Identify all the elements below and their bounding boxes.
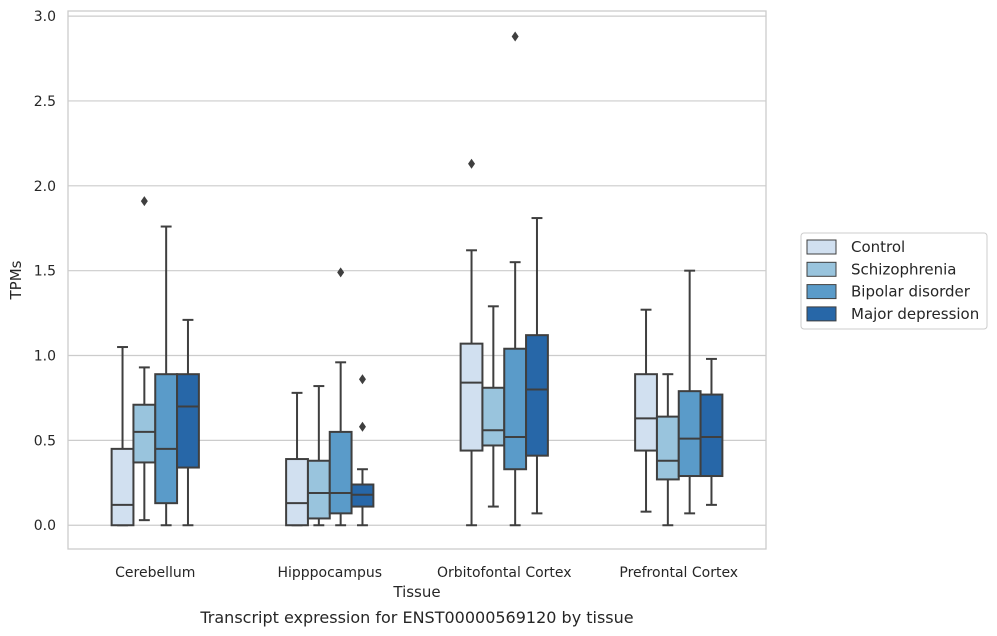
box-0-3 [176,318,200,527]
outlier-point [468,158,476,169]
legend-swatch [806,261,837,277]
y-tick-label: 2.5 [34,94,56,110]
box-1-2 [328,267,353,527]
legend: Control Schizophrenia Bipolar disorder Majo… [800,232,988,330]
iqr-box [154,373,179,505]
iqr-box [110,447,135,527]
iqr-box [525,334,549,457]
x-axis-label: Tissue [392,583,440,601]
box-2-1 [481,305,506,508]
y-tick-label: 0.0 [34,518,56,534]
iqr-box [176,373,200,469]
iqr-box [655,415,680,481]
box-0-1 [132,196,157,522]
y-tick-label: 3.0 [34,9,56,25]
legend-label: Control [851,238,905,256]
box-1-0 [285,391,309,527]
iqr-box [503,347,528,471]
y-axis-label: TPMs [7,260,25,300]
iqr-box [328,430,353,515]
box-plots [110,31,724,527]
y-tick-label: 0.5 [34,433,56,449]
y-tick-label: 2.0 [34,179,56,195]
box-3-3 [699,357,724,506]
chart-caption: Transcript expression for ENST0000056912… [199,608,633,627]
legend-swatch [806,306,837,322]
outlier-point [511,31,519,42]
box-0-0 [110,346,135,527]
box-3-1 [655,373,680,527]
iqr-box [285,458,309,527]
box-2-3 [525,217,549,515]
iqr-box [132,403,157,464]
x-tick-label: Orbitofontal Cortex [437,565,572,581]
legend-label: Major depression [851,305,979,323]
y-tick-label: 1.5 [34,264,56,280]
legend-swatch [806,284,837,300]
legend-frame [800,232,988,330]
iqr-box [634,373,658,452]
box-1-3 [350,374,375,527]
y-tick-labels: 0.0 0.5 1.0 1.5 2.0 2.5 3.0 [34,9,56,534]
legend-swatch [806,239,837,255]
iqr-box [459,342,484,452]
box-0-2 [154,225,179,527]
outlier-point [358,374,366,385]
outlier-point [337,267,345,278]
iqr-box [306,459,331,520]
legend-label: Bipolar disorder [851,283,971,301]
outlier-point [358,421,366,432]
legend-label: Schizophrenia [851,260,956,278]
iqr-box [481,386,506,447]
box-3-0 [634,308,658,513]
x-tick-label: Prefrontal Cortex [619,565,738,581]
outlier-point [140,196,148,207]
x-tick-label: Hipppocampus [277,565,382,581]
iqr-box [677,390,702,478]
x-tick-label: Cerebellum [115,565,195,581]
plot-frame [67,10,767,550]
iqr-box [699,393,724,478]
x-tick-labels: Cerebellum Hipppocampus Orbitofontal Corte… [115,565,738,581]
y-tick-label: 1.0 [34,349,56,365]
